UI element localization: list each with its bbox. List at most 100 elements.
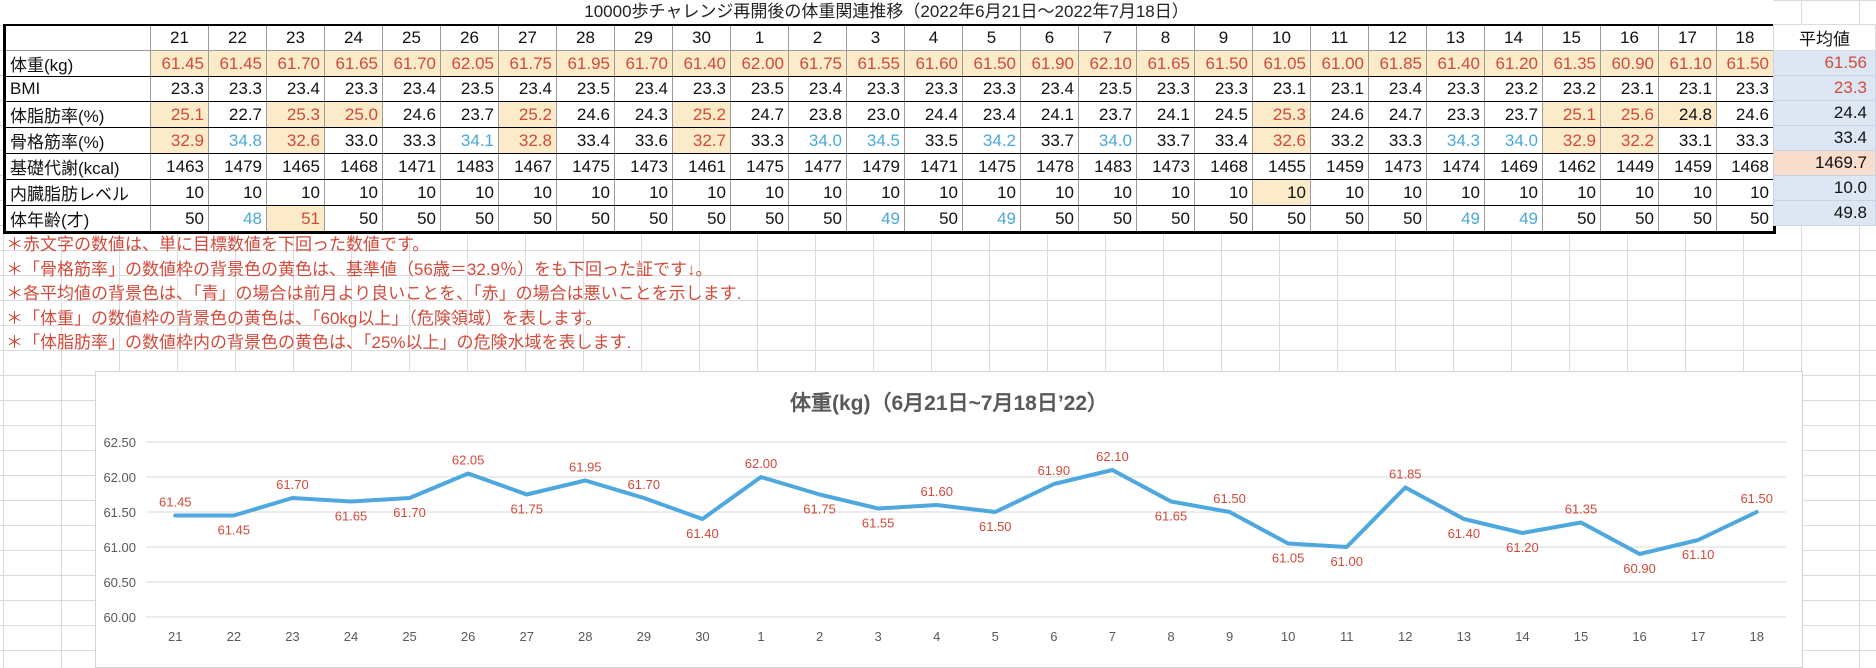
x-tick-label: 1 — [757, 629, 764, 644]
table-cell: 50 — [1658, 205, 1717, 234]
table-cell: 61.45 — [150, 50, 209, 77]
table-cell: 1455 — [1252, 153, 1311, 180]
x-tick-label: 10 — [1281, 629, 1295, 644]
table-cell: 1459 — [1658, 153, 1717, 180]
table-cell: 10 — [1484, 179, 1543, 206]
table-cell: 50 — [1716, 205, 1776, 234]
data-point — [642, 496, 646, 500]
table-row: 体重(kg) 61.45 61.45 61.70 61.65 61.70 62.05 61.7… — [3, 50, 1776, 77]
row-label: 体年齢(才) — [3, 205, 151, 234]
data-point — [232, 514, 236, 517]
table-cell: 61.60 — [904, 50, 963, 77]
table-cell: 10 — [1542, 179, 1601, 206]
data-label: 61.45 — [218, 523, 251, 538]
y-tick-label: 60.50 — [103, 575, 136, 590]
table-cell: 24.7 — [1368, 101, 1427, 128]
day-header: 17 — [1658, 24, 1717, 51]
data-label: 61.85 — [1389, 467, 1422, 482]
table-cell: 23.3 — [150, 76, 209, 102]
table-cell: 10 — [440, 179, 499, 206]
data-point — [876, 507, 880, 510]
table-cell: 1459 — [1310, 153, 1369, 180]
data-point — [173, 514, 177, 517]
table-row: 体脂肪率(%) 25.1 22.7 25.3 25.0 24.6 23.7 25.2 24.6 2… — [3, 101, 1776, 128]
average-cell: 23.3 — [1773, 75, 1876, 101]
table-cell: 33.7 — [1020, 127, 1079, 154]
table-cell: 49 — [962, 205, 1021, 234]
table-cell: 61.75 — [788, 50, 847, 77]
table-cell: 32.9 — [150, 127, 209, 154]
x-tick-label: 9 — [1226, 629, 1233, 644]
data-label: 61.70 — [628, 477, 661, 492]
x-tick-label: 13 — [1457, 629, 1471, 644]
table-cell: 50 — [1020, 205, 1079, 234]
table-cell: 50 — [150, 205, 209, 234]
table-cell: 10 — [1658, 179, 1717, 206]
table-cell: 50 — [904, 205, 963, 234]
table-cell: 10 — [324, 179, 383, 206]
table-cell: 24.1 — [1020, 101, 1079, 128]
table-cell: 23.5 — [440, 76, 499, 102]
data-label: 61.10 — [1682, 547, 1715, 562]
weight-series-line — [173, 468, 1759, 556]
table-cell: 33.3 — [1368, 127, 1427, 154]
table-cell: 23.2 — [1484, 76, 1543, 102]
note-line: ＊「骨格筋率」の数値枠の背景色の黄色は、基準値（56歳＝32.9％）をも下回った… — [6, 259, 713, 279]
notes: ＊赤文字の数値は、単に目標数値を下回った数値です。 ＊「骨格筋率」の数値枠の背景色… — [6, 233, 1006, 356]
x-tick-label: 17 — [1691, 629, 1705, 644]
sheet-title: 10000歩チャレンジ再開後の体重関連推移（2022年6月21日～2022年7月… — [0, 0, 1773, 24]
day-header: 11 — [1310, 24, 1369, 51]
table-cell: 23.5 — [730, 76, 789, 102]
day-header: 3 — [846, 24, 905, 51]
table-cell: 25.2 — [498, 101, 557, 128]
day-header: 22 — [208, 24, 267, 51]
table-cell: 23.3 — [1426, 101, 1485, 128]
data-label: 61.75 — [510, 502, 543, 517]
table-cell: 50 — [440, 205, 499, 234]
x-tick-label: 3 — [875, 629, 882, 644]
table-cell: 32.9 — [1542, 127, 1601, 154]
table-cell: 50 — [382, 205, 441, 234]
table-cell: 61.35 — [1542, 50, 1601, 77]
data-label: 62.00 — [745, 456, 778, 471]
table-cell: 10 — [382, 179, 441, 206]
table-cell: 10 — [498, 179, 557, 206]
data-label: 61.40 — [1448, 526, 1481, 541]
x-tick-label: 6 — [1050, 629, 1057, 644]
table-cell: 23.3 — [846, 76, 905, 102]
table-cell: 1477 — [788, 153, 847, 180]
table-cell: 25.2 — [672, 101, 731, 128]
data-label: 61.95 — [569, 460, 602, 475]
table-cell: 34.0 — [1484, 127, 1543, 154]
table-cell: 1468 — [1716, 153, 1776, 180]
table-cell: 50 — [498, 205, 557, 234]
table-row: 基礎代謝(kcal) 1463 1479 1465 1468 1471 1483 1467 14… — [3, 153, 1776, 180]
table-cell: 10 — [788, 179, 847, 206]
table-cell: 23.4 — [266, 76, 325, 102]
day-header: 10 — [1252, 24, 1311, 51]
x-tick-label: 18 — [1749, 629, 1763, 644]
table-cell: 1465 — [266, 153, 325, 180]
table-cell: 23.4 — [1020, 76, 1079, 102]
day-header: 2 — [788, 24, 847, 51]
table-cell: 25.1 — [150, 101, 209, 128]
x-tick-label: 25 — [402, 629, 416, 644]
table-cell: 50 — [1252, 205, 1311, 234]
table-cell: 10 — [1368, 179, 1427, 206]
weight-chart: 体重(kg)（6月21日~7月18日’22） 60.00 60.50 61.00 61.… — [95, 371, 1803, 668]
table-cell: 23.4 — [962, 101, 1021, 128]
table-cell: 60.90 — [1600, 50, 1659, 77]
table-cell: 10 — [1078, 179, 1137, 206]
table-cell: 1473 — [614, 153, 673, 180]
table-cell: 1479 — [208, 153, 267, 180]
note-line: ＊「体重」の数値枠の背景色の黄色は、「60kg以上」（危険領域）を表します。 — [6, 308, 603, 328]
table-cell: 32.6 — [266, 127, 325, 154]
data-label: 62.10 — [1096, 449, 1129, 464]
x-tick-label: 15 — [1574, 629, 1588, 644]
table-cell: 61.55 — [846, 50, 905, 77]
table-cell: 50 — [730, 205, 789, 234]
x-tick-label: 7 — [1109, 629, 1116, 644]
day-header: 14 — [1484, 24, 1543, 51]
table-cell: 50 — [1136, 205, 1195, 234]
average-cell: 1469.7 — [1773, 150, 1876, 176]
